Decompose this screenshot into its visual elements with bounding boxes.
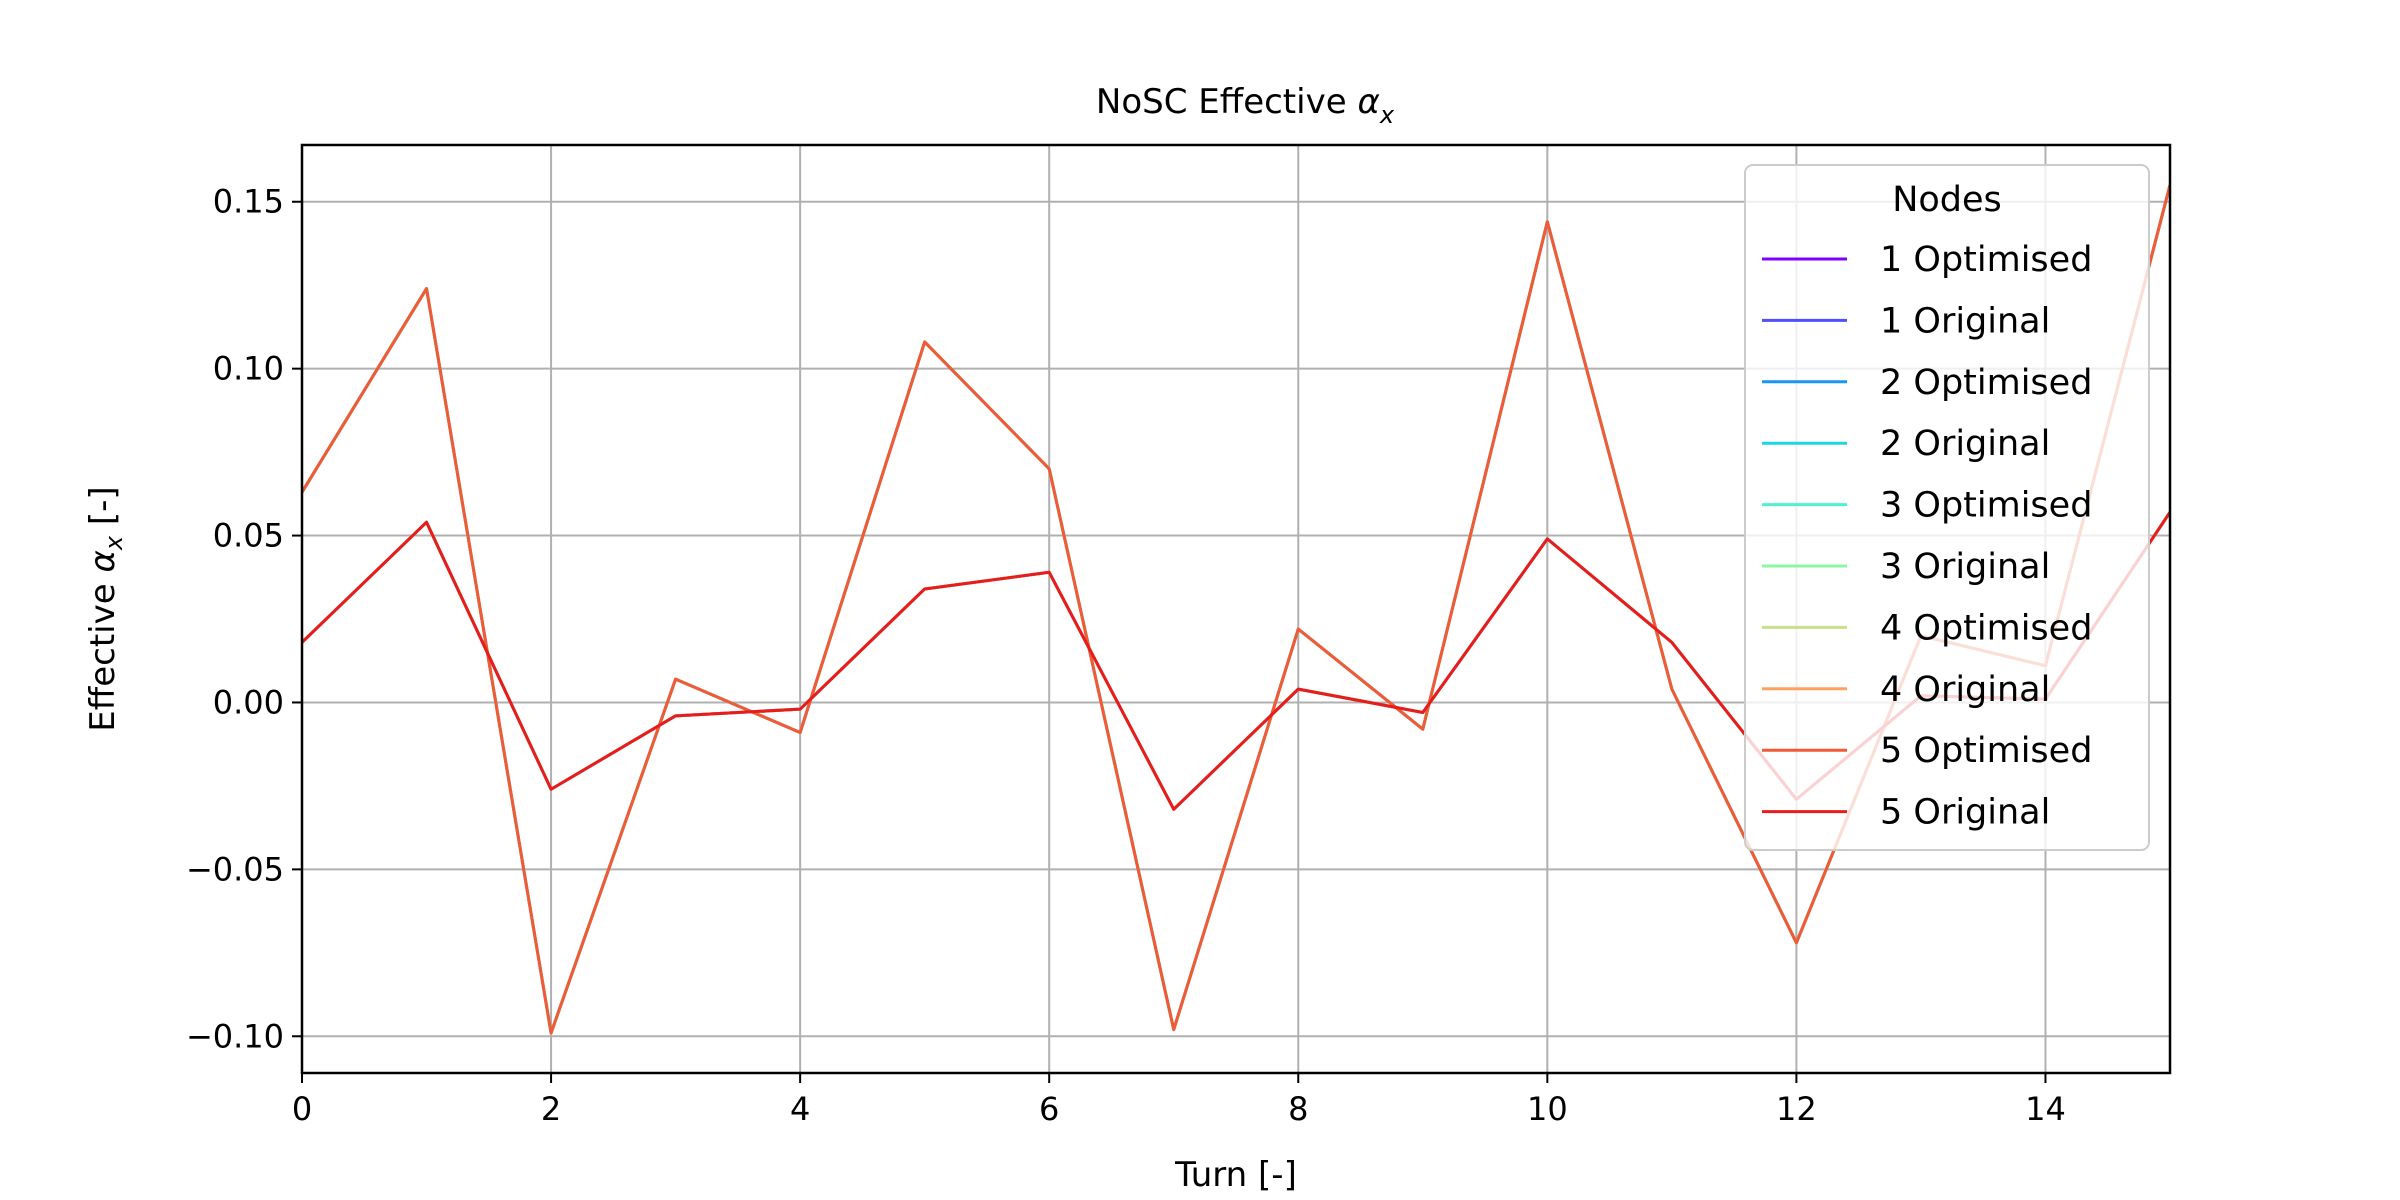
x-tick-label: 8 xyxy=(1288,1090,1308,1128)
y-tick-label: −0.10 xyxy=(186,1017,284,1055)
legend-label: 5 Optimised xyxy=(1880,731,2092,771)
axis-ticks: 0 2 4 6 8 10 12 14 −0.10 −0.05 0.00 0.05 0.10 0.15 xyxy=(186,183,2066,1128)
legend-label: 4 Optimised xyxy=(1880,608,2092,648)
y-axis-label: Effective αx [-] xyxy=(83,486,128,731)
x-tick-label: 14 xyxy=(2025,1090,2066,1128)
x-tick-label: 4 xyxy=(790,1090,810,1128)
y-tick-label: −0.05 xyxy=(186,850,284,888)
x-tick-label: 2 xyxy=(541,1090,561,1128)
y-tick-label: 0.15 xyxy=(213,183,284,221)
legend-label: 1 Optimised xyxy=(1880,240,2092,280)
legend-label: 3 Original xyxy=(1880,547,2050,587)
y-tick-label: 0.00 xyxy=(213,683,284,721)
x-tick-label: 0 xyxy=(292,1090,312,1128)
y-tick-label: 0.05 xyxy=(213,517,284,555)
axes-frame xyxy=(300,143,2172,1075)
legend-label: 1 Original xyxy=(1880,301,2050,341)
legend: Nodes 1 Optimised 1 Original 2 Optimised 2 … xyxy=(1744,164,2150,851)
legend-label: 2 Optimised xyxy=(1880,363,2092,403)
legend-label: 2 Original xyxy=(1880,424,2050,464)
legend-label: 3 Optimised xyxy=(1880,486,2092,526)
legend-label: 5 Original xyxy=(1880,793,2050,833)
x-tick-label: 6 xyxy=(1039,1090,1059,1128)
y-tick-label: 0.10 xyxy=(213,350,284,388)
legend-label: 4 Original xyxy=(1880,670,2050,710)
x-tick-label: 12 xyxy=(1776,1090,1817,1128)
chart-title: NoSC Effective αx xyxy=(1096,82,1395,129)
legend-title: Nodes xyxy=(1892,180,2002,220)
x-tick-label: 10 xyxy=(1527,1090,1568,1128)
legend-box xyxy=(1744,164,2150,851)
x-axis-label: Turn [-] xyxy=(1174,1155,1297,1195)
